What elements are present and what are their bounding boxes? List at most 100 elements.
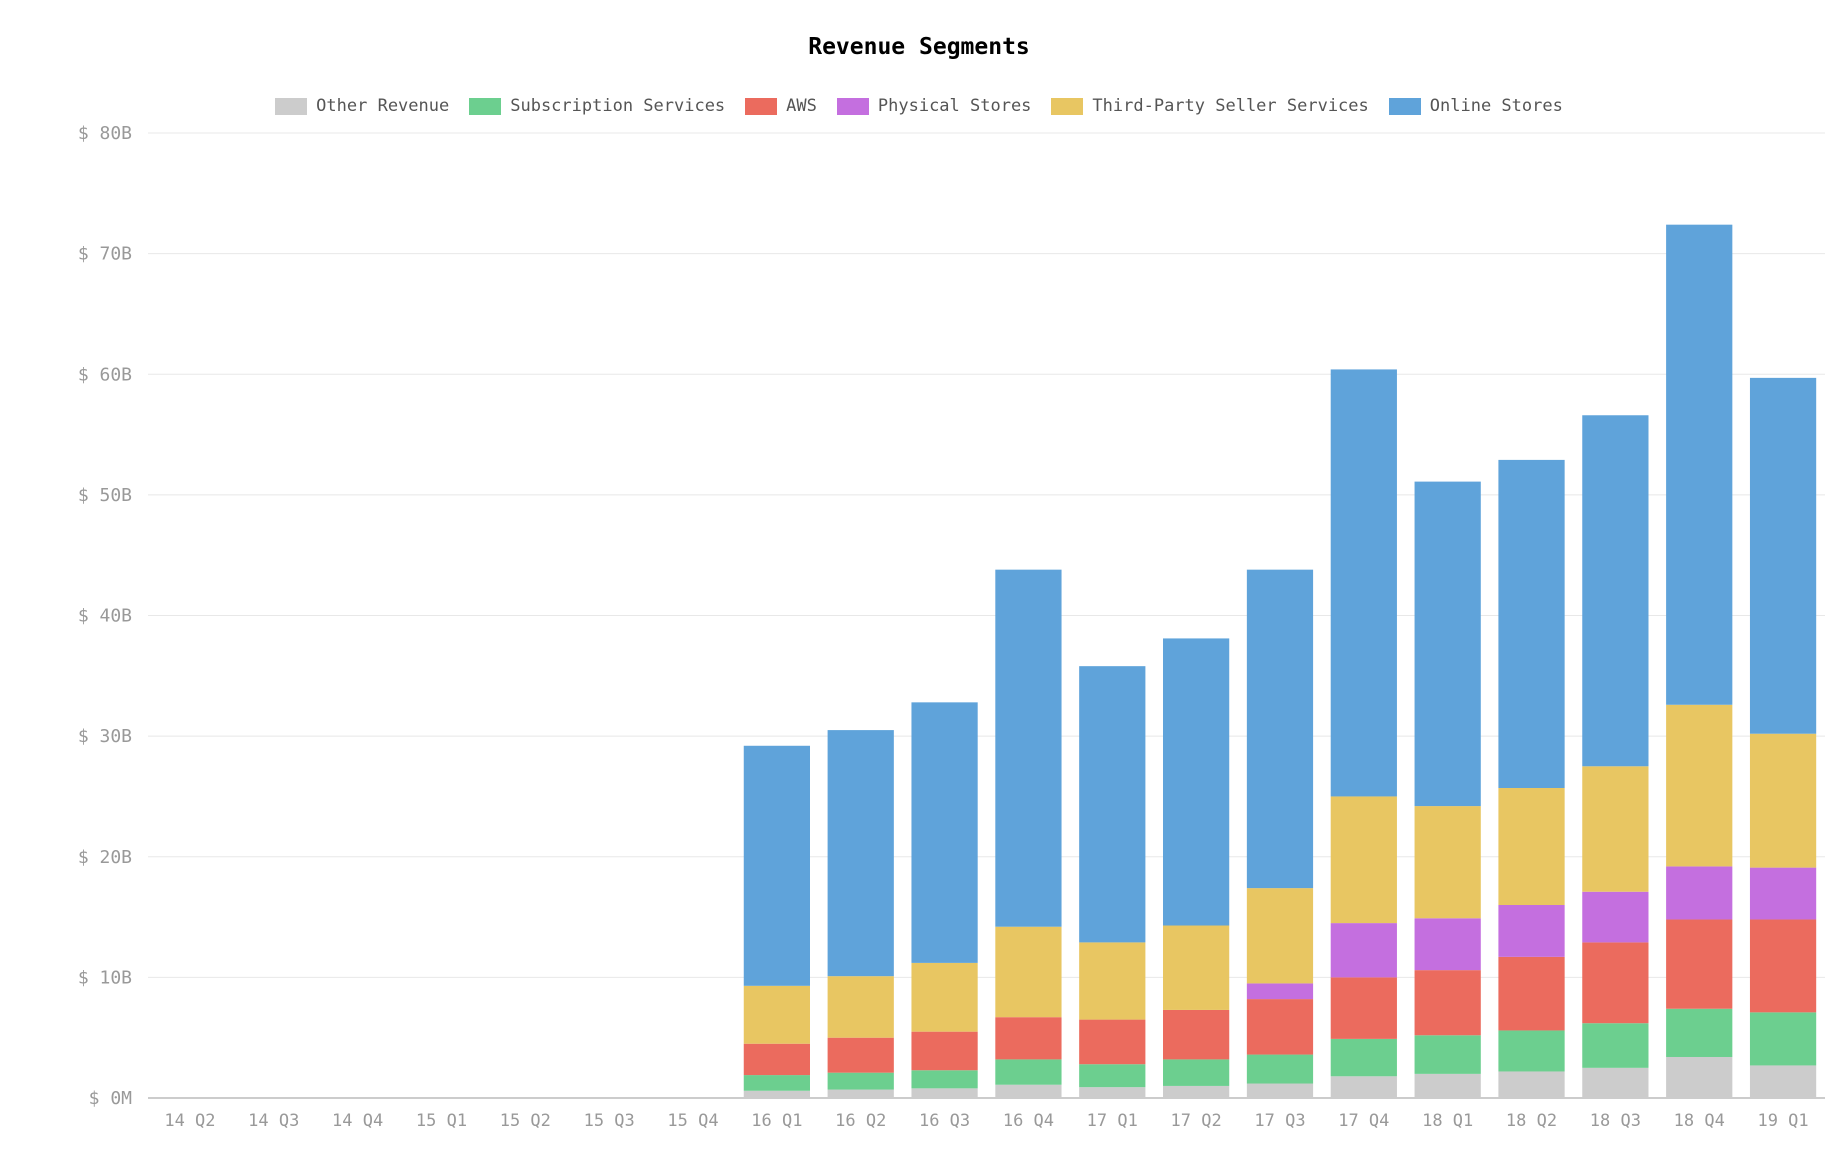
bar-segment[interactable]	[1163, 1085, 1230, 1098]
bar-segment[interactable]	[1749, 377, 1817, 734]
x-tick-label: 18 Q2	[1506, 1111, 1557, 1131]
y-tick-label: $ 40B	[78, 606, 132, 627]
bar-segment[interactable]	[911, 1070, 978, 1089]
bar-segment[interactable]	[1582, 415, 1649, 767]
axes: $ 0M $ 10B $ 20B $ 30B $ 40B $ 50B $ 60B $ 70B $…	[78, 123, 1809, 1131]
bar-segment[interactable]	[1246, 569, 1314, 889]
x-tick-label: 18 Q1	[1422, 1111, 1473, 1131]
bar-segment[interactable]	[1163, 1009, 1230, 1060]
bar-segment[interactable]	[995, 569, 1062, 927]
bar-segment[interactable]	[1498, 1071, 1565, 1098]
bar-segment[interactable]	[743, 1075, 810, 1091]
legend-item-1[interactable]: Subscription Services	[469, 96, 725, 116]
bar-segment[interactable]	[1163, 1059, 1230, 1086]
legend-item-3[interactable]: Physical Stores	[836, 96, 1031, 116]
bar-segment[interactable]	[995, 926, 1062, 1018]
bar-segment[interactable]	[1582, 891, 1649, 943]
bar-segment[interactable]	[1330, 369, 1397, 797]
bar-segment[interactable]	[1498, 787, 1565, 905]
bar-segment[interactable]	[743, 745, 810, 986]
bar-segment[interactable]	[1079, 666, 1146, 943]
bar-segment[interactable]	[1246, 1083, 1314, 1098]
legend-item-5[interactable]: Online Stores	[1388, 96, 1563, 116]
bar-segment[interactable]	[1498, 956, 1565, 1031]
bar-segment[interactable]	[1666, 224, 1733, 705]
legend-label: Third-Party Seller Services	[1092, 96, 1369, 116]
legend-swatch	[836, 97, 869, 115]
bar-segment[interactable]	[911, 1088, 978, 1098]
bar-segment[interactable]	[1582, 942, 1649, 1024]
bar-segment[interactable]	[1246, 888, 1314, 984]
bar-segment[interactable]	[1414, 481, 1481, 807]
bar-segment[interactable]	[1330, 923, 1397, 978]
bar-segment[interactable]	[1330, 1038, 1397, 1077]
bar-segment[interactable]	[995, 1059, 1062, 1085]
bar-segment[interactable]	[827, 1089, 894, 1098]
bar-segment[interactable]	[1330, 1076, 1397, 1098]
x-tick-label: 16 Q3	[919, 1111, 970, 1131]
legend-item-2[interactable]: AWS	[745, 96, 817, 116]
bar-segment[interactable]	[995, 1017, 1062, 1060]
bar-segment[interactable]	[1666, 866, 1733, 920]
legend-item-0[interactable]: Other Revenue	[275, 96, 449, 116]
bar-segment[interactable]	[1666, 919, 1733, 1009]
bar-segment[interactable]	[1749, 1065, 1817, 1098]
bar-segment[interactable]	[827, 730, 894, 977]
bar-segment[interactable]	[1330, 977, 1397, 1039]
bar-segment[interactable]	[911, 1031, 978, 1071]
bar-segment[interactable]	[743, 1043, 810, 1076]
bar-segment[interactable]	[1498, 905, 1565, 957]
x-tick-label: 18 Q4	[1674, 1111, 1725, 1131]
y-tick-label: $ 70B	[78, 244, 132, 265]
bar-segment[interactable]	[1414, 970, 1481, 1036]
bar-segment[interactable]	[1749, 733, 1817, 868]
bar-segment[interactable]	[1246, 983, 1314, 1000]
bar-segment[interactable]	[911, 702, 978, 963]
bar-segment[interactable]	[1582, 766, 1649, 892]
bar-segment[interactable]	[827, 1037, 894, 1073]
bar-segment[interactable]	[1666, 1056, 1733, 1098]
legend-item-4[interactable]: Third-Party Seller Services	[1051, 96, 1369, 116]
legend-swatch	[1388, 97, 1421, 115]
grid-lines	[148, 132, 1825, 1099]
x-tick-label: 15 Q3	[584, 1111, 635, 1131]
bar-segment[interactable]	[1749, 919, 1817, 1013]
bar-segment[interactable]	[827, 976, 894, 1038]
x-tick-label: 16 Q2	[835, 1111, 886, 1131]
bar-segment[interactable]	[1414, 1073, 1481, 1098]
chart-title: Revenue Segments	[808, 34, 1030, 60]
bar-segment[interactable]	[1414, 918, 1481, 971]
legend-label: AWS	[786, 96, 817, 116]
bar-segment[interactable]	[1666, 1008, 1733, 1057]
bar-segment[interactable]	[1582, 1067, 1649, 1098]
x-tick-label: 16 Q1	[751, 1111, 802, 1131]
x-tick-label: 17 Q2	[1171, 1111, 1222, 1131]
bar-segment[interactable]	[1079, 942, 1146, 1020]
x-tick-label: 17 Q3	[1254, 1111, 1305, 1131]
bar-segment[interactable]	[1246, 1054, 1314, 1084]
bar-segment[interactable]	[1666, 704, 1733, 867]
y-tick-label: $ 50B	[78, 485, 132, 506]
bar-segment[interactable]	[995, 1084, 1062, 1098]
bar-segment[interactable]	[743, 985, 810, 1044]
bar-segment[interactable]	[1079, 1019, 1146, 1065]
bar-segment[interactable]	[1246, 999, 1314, 1055]
x-tick-label: 15 Q1	[416, 1111, 467, 1131]
legend-swatch	[275, 97, 308, 115]
bar-segment[interactable]	[743, 1090, 810, 1098]
bar-segment[interactable]	[1163, 925, 1230, 1010]
bar-segment[interactable]	[1079, 1087, 1146, 1098]
bar-segment[interactable]	[1414, 1035, 1481, 1074]
bar-segment[interactable]	[1498, 459, 1565, 788]
bar-segment[interactable]	[1749, 1012, 1817, 1066]
bar-segment[interactable]	[1582, 1023, 1649, 1068]
bar-segment[interactable]	[1163, 638, 1230, 926]
bar-segment[interactable]	[1414, 806, 1481, 919]
bar-segment[interactable]	[827, 1072, 894, 1090]
bar-segment[interactable]	[1079, 1064, 1146, 1088]
bar-segment[interactable]	[1749, 867, 1817, 920]
bar-segment[interactable]	[1330, 796, 1397, 924]
bar-segment[interactable]	[911, 962, 978, 1032]
bar-segment[interactable]	[1498, 1030, 1565, 1072]
